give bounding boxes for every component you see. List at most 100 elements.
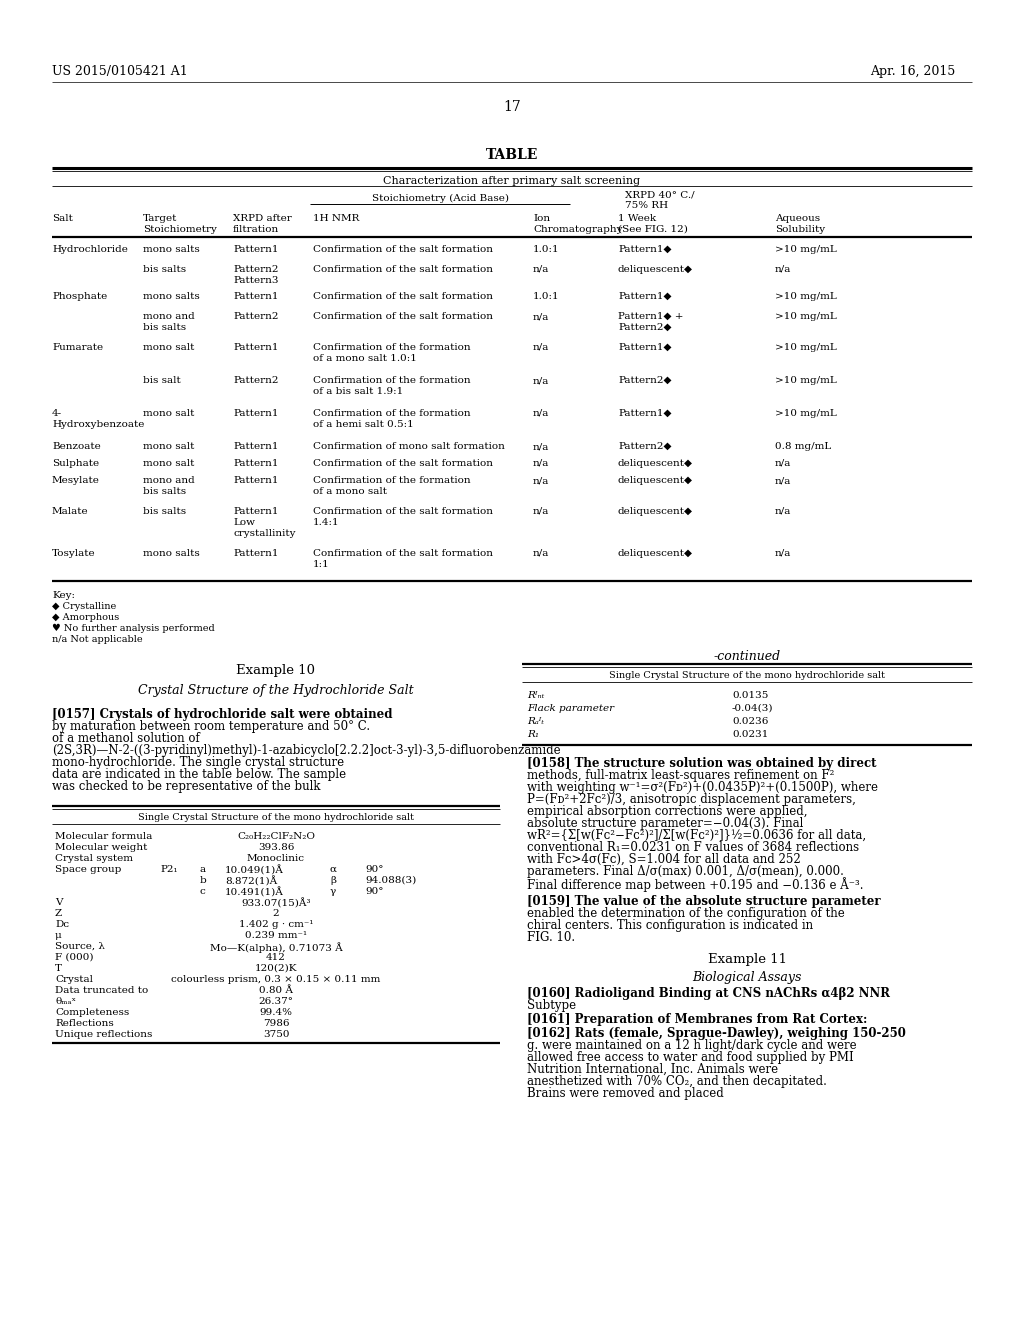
Text: ◆ Crystalline: ◆ Crystalline xyxy=(52,602,117,611)
Text: crystallinity: crystallinity xyxy=(233,529,296,539)
Text: Pattern2: Pattern2 xyxy=(233,265,279,275)
Text: n/a: n/a xyxy=(534,376,549,385)
Text: Crystal system: Crystal system xyxy=(55,854,133,863)
Text: Space group: Space group xyxy=(55,865,122,874)
Text: 1H NMR: 1H NMR xyxy=(313,214,359,223)
Text: Confirmation of the formation: Confirmation of the formation xyxy=(313,409,471,418)
Text: Malate: Malate xyxy=(52,507,89,516)
Text: mono salts: mono salts xyxy=(143,246,200,253)
Text: bis salts: bis salts xyxy=(143,507,186,516)
Text: T: T xyxy=(55,964,62,973)
Text: Pattern1: Pattern1 xyxy=(233,549,279,558)
Text: 3750: 3750 xyxy=(263,1030,289,1039)
Text: -0.04(3): -0.04(3) xyxy=(732,704,773,713)
Text: Stoichiometry (Acid Base): Stoichiometry (Acid Base) xyxy=(372,194,509,203)
Text: [0161] Preparation of Membranes from Rat Cortex:: [0161] Preparation of Membranes from Rat… xyxy=(527,1012,867,1026)
Text: Pattern1: Pattern1 xyxy=(233,442,279,451)
Text: Pattern1: Pattern1 xyxy=(233,507,279,516)
Text: Low: Low xyxy=(233,517,255,527)
Text: Benzoate: Benzoate xyxy=(52,442,100,451)
Text: 1 Week: 1 Week xyxy=(618,214,656,223)
Text: Pattern3: Pattern3 xyxy=(233,276,279,285)
Text: 90°: 90° xyxy=(365,865,384,874)
Text: Confirmation of the salt formation: Confirmation of the salt formation xyxy=(313,549,493,558)
Text: [0160] Radioligand Binding at CNS nAChRs α4β2 NNR: [0160] Radioligand Binding at CNS nAChRs… xyxy=(527,987,890,1001)
Text: bis salts: bis salts xyxy=(143,323,186,333)
Text: mono-hydrochloride. The single crystal structure: mono-hydrochloride. The single crystal s… xyxy=(52,756,344,770)
Text: wR²={Σ[w(Fᴄ²−Fᴄ²)²]/Σ[w(Fᴄ²)²]}½=0.0636 for all data,: wR²={Σ[w(Fᴄ²−Fᴄ²)²]/Σ[w(Fᴄ²)²]}½=0.0636 … xyxy=(527,829,866,842)
Text: 1.4:1: 1.4:1 xyxy=(313,517,340,527)
Text: Nutrition International, Inc. Animals were: Nutrition International, Inc. Animals we… xyxy=(527,1063,778,1076)
Text: Stoichiometry: Stoichiometry xyxy=(143,224,217,234)
Text: Single Crystal Structure of the mono hydrochloride salt: Single Crystal Structure of the mono hyd… xyxy=(609,671,885,680)
Text: Molecular formula: Molecular formula xyxy=(55,832,153,841)
Text: >10 mg/mL: >10 mg/mL xyxy=(775,409,837,418)
Text: Key:: Key: xyxy=(52,591,75,601)
Text: Confirmation of the salt formation: Confirmation of the salt formation xyxy=(313,292,493,301)
Text: γ: γ xyxy=(330,887,336,896)
Text: of a bis salt 1.9:1: of a bis salt 1.9:1 xyxy=(313,387,403,396)
Text: [0158] The structure solution was obtained by direct: [0158] The structure solution was obtain… xyxy=(527,756,877,770)
Text: deliquescent◆: deliquescent◆ xyxy=(618,265,693,275)
Text: bis salts: bis salts xyxy=(143,265,186,275)
Text: 1.0:1: 1.0:1 xyxy=(534,246,560,253)
Text: β: β xyxy=(330,876,336,884)
Text: (See FIG. 12): (See FIG. 12) xyxy=(618,224,688,234)
Text: Salt: Salt xyxy=(52,214,73,223)
Text: 393.86: 393.86 xyxy=(258,843,294,851)
Text: Rₐᴵₜ: Rₐᴵₜ xyxy=(527,717,544,726)
Text: b: b xyxy=(200,876,207,884)
Text: Pattern1: Pattern1 xyxy=(233,292,279,301)
Text: 2: 2 xyxy=(272,909,280,917)
Text: Confirmation of the salt formation: Confirmation of the salt formation xyxy=(313,265,493,275)
Text: 10.491(1)Å: 10.491(1)Å xyxy=(225,887,284,898)
Text: mono salt: mono salt xyxy=(143,343,195,352)
Text: Confirmation of mono salt formation: Confirmation of mono salt formation xyxy=(313,442,505,451)
Text: Pattern2◆: Pattern2◆ xyxy=(618,376,672,385)
Text: Data truncated to: Data truncated to xyxy=(55,986,148,995)
Text: Fumarate: Fumarate xyxy=(52,343,103,352)
Text: Pattern1◆: Pattern1◆ xyxy=(618,246,672,253)
Text: Tosylate: Tosylate xyxy=(52,549,95,558)
Text: (2S,3R)—N-2-((3-pyridinyl)methyl)-1-azabicyclo[2.2.2]oct-3-yl)-3,5-difluorobenza: (2S,3R)—N-2-((3-pyridinyl)methyl)-1-azab… xyxy=(52,744,560,756)
Text: Confirmation of the formation: Confirmation of the formation xyxy=(313,477,471,484)
Text: n/a: n/a xyxy=(534,507,549,516)
Text: Rᴵₙₜ: Rᴵₙₜ xyxy=(527,690,544,700)
Text: >10 mg/mL: >10 mg/mL xyxy=(775,343,837,352)
Text: 120(2)K: 120(2)K xyxy=(255,964,297,973)
Text: 0.8 mg/mL: 0.8 mg/mL xyxy=(775,442,831,451)
Text: 90°: 90° xyxy=(365,887,384,896)
Text: g. were maintained on a 12 h light/dark cycle and were: g. were maintained on a 12 h light/dark … xyxy=(527,1039,857,1052)
Text: 0.0236: 0.0236 xyxy=(732,717,768,726)
Text: P2₁: P2₁ xyxy=(160,865,177,874)
Text: Example 10: Example 10 xyxy=(237,664,315,677)
Text: Confirmation of the salt formation: Confirmation of the salt formation xyxy=(313,459,493,469)
Text: deliquescent◆: deliquescent◆ xyxy=(618,507,693,516)
Text: 26.37°: 26.37° xyxy=(258,997,294,1006)
Text: Crystal: Crystal xyxy=(55,975,93,983)
Text: Crystal Structure of the Hydrochloride Salt: Crystal Structure of the Hydrochloride S… xyxy=(138,684,414,697)
Text: XRPD after: XRPD after xyxy=(233,214,292,223)
Text: Pattern1◆: Pattern1◆ xyxy=(618,343,672,352)
Text: Target: Target xyxy=(143,214,177,223)
Text: Flack parameter: Flack parameter xyxy=(527,704,614,713)
Text: [0159] The value of the absolute structure parameter: [0159] The value of the absolute structu… xyxy=(527,895,881,908)
Text: mono salts: mono salts xyxy=(143,292,200,301)
Text: Final difference map between +0.195 and −0.136 e Å⁻³.: Final difference map between +0.195 and … xyxy=(527,876,863,892)
Text: >10 mg/mL: >10 mg/mL xyxy=(775,292,837,301)
Text: data are indicated in the table below. The sample: data are indicated in the table below. T… xyxy=(52,768,346,781)
Text: Pattern2: Pattern2 xyxy=(233,376,279,385)
Text: of a mono salt 1.0:1: of a mono salt 1.0:1 xyxy=(313,354,417,363)
Text: US 2015/0105421 A1: US 2015/0105421 A1 xyxy=(52,65,187,78)
Text: 933.07(15)Å³: 933.07(15)Å³ xyxy=(242,898,310,908)
Text: θₘₐˣ: θₘₐˣ xyxy=(55,997,76,1006)
Text: n/a: n/a xyxy=(534,549,549,558)
Text: Pattern1: Pattern1 xyxy=(233,343,279,352)
Text: with weighting w⁻¹=σ²(Fᴅ²)+(0.0435P)²+(0.1500P), where: with weighting w⁻¹=σ²(Fᴅ²)+(0.0435P)²+(0… xyxy=(527,781,878,795)
Text: Pattern1◆: Pattern1◆ xyxy=(618,292,672,301)
Text: 0.80 Å: 0.80 Å xyxy=(259,986,293,995)
Text: Unique reflections: Unique reflections xyxy=(55,1030,153,1039)
Text: mono salt: mono salt xyxy=(143,442,195,451)
Text: Pattern2◆: Pattern2◆ xyxy=(618,442,672,451)
Text: 7986: 7986 xyxy=(263,1019,289,1028)
